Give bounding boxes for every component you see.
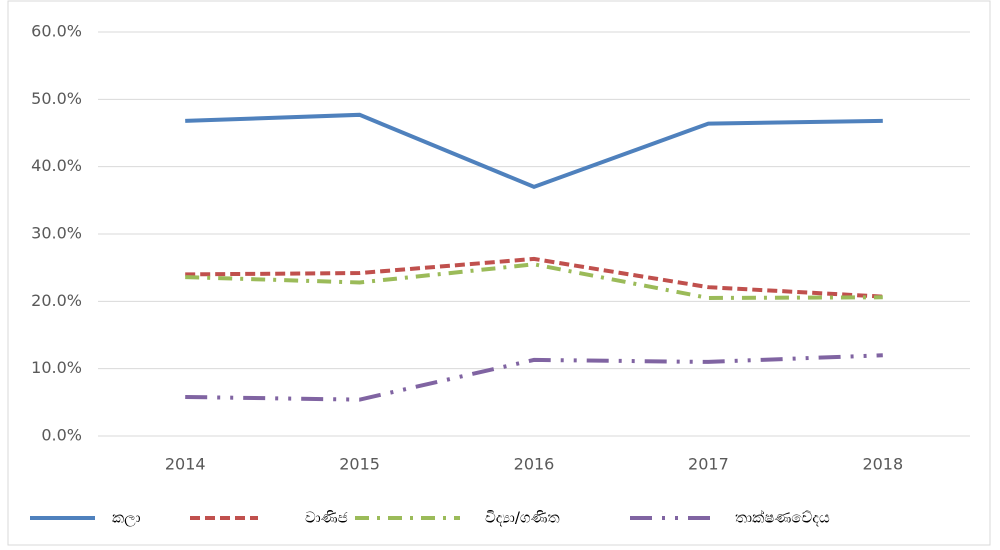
x-tick-label: 2018 — [862, 455, 903, 474]
chart-border — [7, 0, 991, 546]
series-line — [185, 112, 883, 190]
y-tick-label: 20.0% — [31, 291, 82, 310]
y-tick-label: 60.0% — [31, 22, 82, 41]
series-line — [185, 262, 883, 300]
x-tick-label: 2014 — [165, 455, 206, 474]
series-line — [185, 256, 883, 299]
x-tick-label: 2016 — [514, 455, 555, 474]
series-line — [185, 353, 883, 402]
x-tick-label: 2015 — [339, 455, 380, 474]
legend-label: තාක්ෂණවේදය — [735, 508, 830, 526]
y-tick-label: 0.0% — [41, 426, 82, 445]
y-tick-label: 50.0% — [31, 89, 82, 108]
legend-label: වාණිජ — [305, 509, 348, 527]
y-tick-label: 10.0% — [31, 358, 82, 377]
legend-label: විද්‍යා/ගණිත — [485, 509, 560, 527]
x-tick-label: 2017 — [688, 455, 729, 474]
legend-label: කලා — [112, 509, 141, 527]
y-tick-label: 30.0% — [31, 224, 82, 243]
y-tick-label: 40.0% — [31, 156, 82, 175]
